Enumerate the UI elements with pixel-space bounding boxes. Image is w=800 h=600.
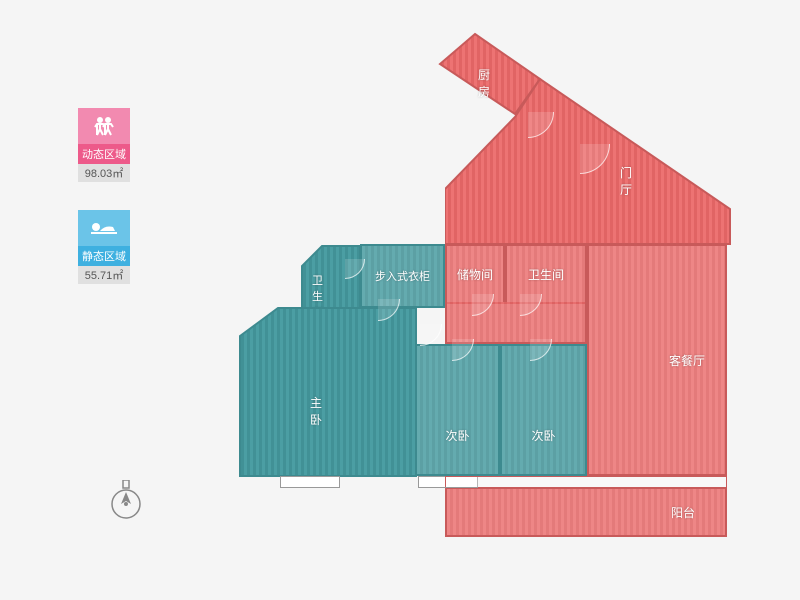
legend-panel: 动态区域 98.03㎡ 静态区域 55.71㎡ (78, 108, 130, 312)
legend-static-value: 55.71㎡ (78, 266, 130, 284)
legend-dynamic-value: 98.03㎡ (78, 164, 130, 182)
room-bathroom-dynamic: 卫生间 (505, 244, 587, 304)
master-shape (238, 306, 418, 478)
compass-icon (108, 480, 144, 525)
room-living: 客餐厅 (587, 244, 727, 476)
balcony-glass (445, 476, 727, 487)
living-label: 客餐厅 (669, 352, 705, 369)
balcony-label: 阳台 (671, 504, 695, 521)
bathroom-dyn-label: 卫生间 (528, 266, 564, 283)
legend-dynamic-label: 动态区域 (78, 144, 130, 164)
room-bedroom-2: 次卧 (500, 344, 587, 476)
room-bedroom-1: 次卧 (415, 344, 500, 476)
storage-label: 储物间 (457, 266, 493, 283)
room-storage-ext (445, 302, 587, 344)
closet-label: 步入式衣柜 (375, 268, 430, 284)
bedroom2-label: 次卧 (531, 427, 555, 444)
room-balcony: 阳台 (445, 487, 727, 537)
bedroom1-label: 次卧 (445, 427, 469, 444)
floorplan: 厨房 门厅 卫生间 储物间 客餐厅 阳台 步入式衣柜 (220, 24, 760, 584)
legend-static-label: 静态区域 (78, 246, 130, 266)
legend-dynamic: 动态区域 98.03㎡ (78, 108, 130, 182)
room-walkin-closet: 步入式衣柜 (360, 244, 445, 308)
balcony-rail-1 (280, 476, 340, 488)
people-icon (78, 108, 130, 144)
sleep-icon (78, 210, 130, 246)
legend-static: 静态区域 55.71㎡ (78, 210, 130, 284)
